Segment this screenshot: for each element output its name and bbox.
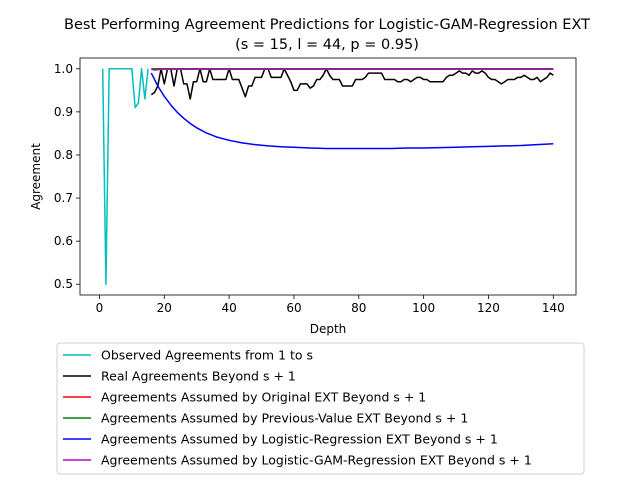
series-line-1	[101, 68, 149, 285]
y-axis-label: Agreement	[29, 143, 43, 210]
y-tick-label: 1.0	[54, 62, 73, 76]
x-tick-label: 120	[477, 301, 500, 315]
legend-label-2: Real Agreements Beyond s + 1	[101, 369, 296, 384]
legend-items: Observed Agreements from 1 to s Real Agre…	[63, 348, 532, 468]
plot-frame	[79, 57, 577, 296]
x-tick-label: 80	[351, 301, 366, 315]
x-tick-label: 60	[286, 301, 301, 315]
y-tick-label: 0.5	[54, 277, 73, 291]
legend-label-4: Agreements Assumed by Previous-Value EXT…	[101, 411, 468, 426]
x-tick-label: 0	[96, 301, 104, 315]
y-tick-label: 0.8	[54, 148, 73, 162]
y-axis-ticks: 0.5 0.6 0.7 0.8 0.9 1.0	[54, 62, 80, 291]
series-line-2	[150, 68, 554, 100]
y-tick-label: 0.6	[54, 234, 73, 248]
series-layer	[101, 68, 554, 285]
series-line-5	[150, 72, 554, 150]
series-line-6	[151, 68, 554, 71]
x-tick-label: 40	[221, 301, 236, 315]
legend: Observed Agreements from 1 to s Real Agre…	[56, 342, 585, 475]
legend-label-6: Agreements Assumed by Logistic-GAM-Regre…	[101, 453, 532, 468]
legend-frame	[56, 342, 585, 475]
x-tick-label: 140	[542, 301, 565, 315]
legend-label-5: Agreements Assumed by Logistic-Regressio…	[101, 432, 498, 447]
x-axis-ticks: 0 20 40 60 80 100 120 140	[96, 295, 565, 315]
chart-title: Best Performing Agreement Predictions fo…	[64, 17, 590, 33]
x-axis-label: Depth	[310, 322, 347, 336]
chart-subtitle: (s = 15, l = 44, p = 0.95)	[235, 37, 419, 53]
plot-area: 0 20 40 60 80 100 120 140 0.5 0.6 0.7 0.8 0.9 1.0	[54, 57, 577, 315]
x-tick-label: 20	[157, 301, 172, 315]
y-tick-label: 0.7	[54, 191, 73, 205]
legend-label-3: Agreements Assumed by Original EXT Beyon…	[101, 390, 426, 405]
x-tick-label: 100	[412, 301, 435, 315]
y-tick-label: 0.9	[54, 105, 73, 119]
legend-label-1: Observed Agreements from 1 to s	[101, 348, 313, 363]
